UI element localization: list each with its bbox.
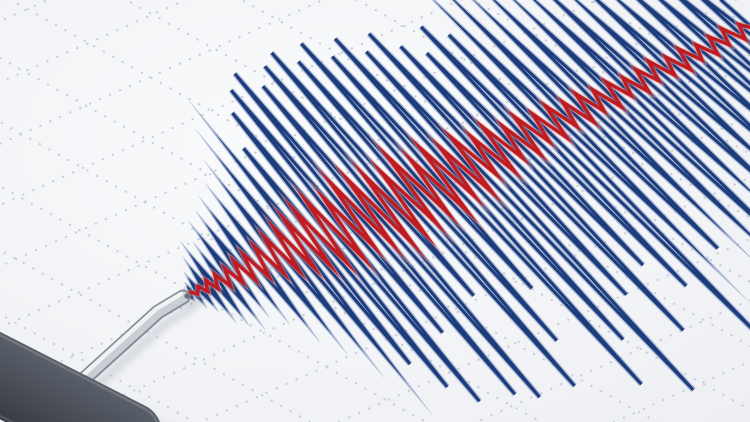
pen-nib xyxy=(184,293,190,299)
pen-body-sheen xyxy=(0,327,160,422)
pen xyxy=(0,289,191,422)
pen-body xyxy=(0,325,162,422)
seismogram-traces xyxy=(179,0,750,418)
red-pen-trace xyxy=(185,21,750,298)
